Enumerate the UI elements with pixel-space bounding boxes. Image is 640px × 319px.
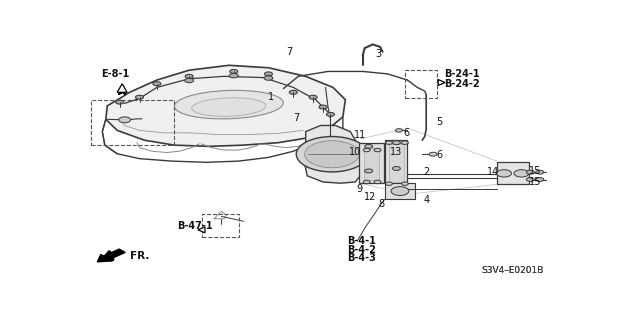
Text: 5: 5 <box>436 117 442 127</box>
Circle shape <box>319 105 327 109</box>
Bar <box>385 183 415 199</box>
Circle shape <box>365 145 372 148</box>
Text: 7: 7 <box>286 47 292 57</box>
Text: B-4-3: B-4-3 <box>347 253 376 263</box>
Circle shape <box>526 178 534 182</box>
Circle shape <box>305 141 359 168</box>
Circle shape <box>526 170 534 174</box>
Circle shape <box>264 72 273 76</box>
Circle shape <box>118 117 131 123</box>
Circle shape <box>392 167 401 170</box>
Circle shape <box>136 95 143 99</box>
Circle shape <box>392 141 401 145</box>
Bar <box>91 100 174 145</box>
Circle shape <box>429 152 437 156</box>
Polygon shape <box>198 227 205 233</box>
Text: S3V4–E0201B: S3V4–E0201B <box>482 266 544 275</box>
Text: 6: 6 <box>436 150 442 160</box>
Circle shape <box>497 170 511 177</box>
Bar <box>364 148 379 180</box>
Circle shape <box>385 182 392 185</box>
Text: B-24-1: B-24-1 <box>445 69 480 79</box>
Text: 9: 9 <box>356 184 363 194</box>
Text: B-47-1: B-47-1 <box>177 221 212 231</box>
Circle shape <box>514 170 529 177</box>
Polygon shape <box>438 79 445 85</box>
Text: S3V4–E0201B: S3V4–E0201B <box>482 266 544 275</box>
Text: 10: 10 <box>349 147 362 158</box>
Circle shape <box>185 78 193 83</box>
Circle shape <box>365 169 372 173</box>
Circle shape <box>391 187 409 196</box>
Bar <box>359 143 384 183</box>
Text: 1: 1 <box>268 92 274 102</box>
Circle shape <box>309 95 317 99</box>
Text: 6: 6 <box>403 128 410 138</box>
Text: B-4-1: B-4-1 <box>347 236 376 246</box>
Circle shape <box>296 137 367 172</box>
Text: 7: 7 <box>293 113 300 123</box>
Circle shape <box>364 180 370 184</box>
Text: B-4-2: B-4-2 <box>347 245 376 255</box>
Polygon shape <box>106 65 346 146</box>
Circle shape <box>230 70 237 73</box>
Circle shape <box>374 180 381 184</box>
Bar <box>389 144 404 182</box>
Circle shape <box>536 170 544 174</box>
Bar <box>385 140 408 184</box>
Bar <box>202 214 239 237</box>
Ellipse shape <box>174 90 284 119</box>
Text: 11: 11 <box>355 130 367 140</box>
Text: 15: 15 <box>529 166 541 176</box>
Text: 8: 8 <box>379 199 385 209</box>
Circle shape <box>401 182 408 185</box>
Text: 14: 14 <box>486 167 499 177</box>
Circle shape <box>374 148 381 152</box>
Ellipse shape <box>192 98 266 116</box>
FancyArrow shape <box>97 249 125 262</box>
Text: 2: 2 <box>424 167 430 177</box>
Text: B-24-2: B-24-2 <box>445 79 480 89</box>
Text: 12: 12 <box>364 192 376 202</box>
Bar <box>497 162 529 184</box>
Circle shape <box>401 141 408 145</box>
Circle shape <box>326 113 335 116</box>
Circle shape <box>264 76 273 80</box>
Circle shape <box>364 148 370 152</box>
Bar <box>405 70 437 99</box>
Circle shape <box>289 90 297 94</box>
Text: FR.: FR. <box>129 251 149 261</box>
Circle shape <box>185 74 193 78</box>
Polygon shape <box>117 84 127 92</box>
Text: 15: 15 <box>529 177 541 187</box>
Text: 3: 3 <box>376 49 381 59</box>
Text: 4: 4 <box>424 196 430 205</box>
Text: 13: 13 <box>390 147 403 158</box>
Polygon shape <box>304 125 360 183</box>
Text: E-8-1: E-8-1 <box>101 69 129 79</box>
Circle shape <box>229 73 238 78</box>
Circle shape <box>153 82 161 86</box>
Circle shape <box>536 178 544 182</box>
Circle shape <box>385 141 392 145</box>
Circle shape <box>396 129 403 132</box>
Circle shape <box>116 100 124 104</box>
